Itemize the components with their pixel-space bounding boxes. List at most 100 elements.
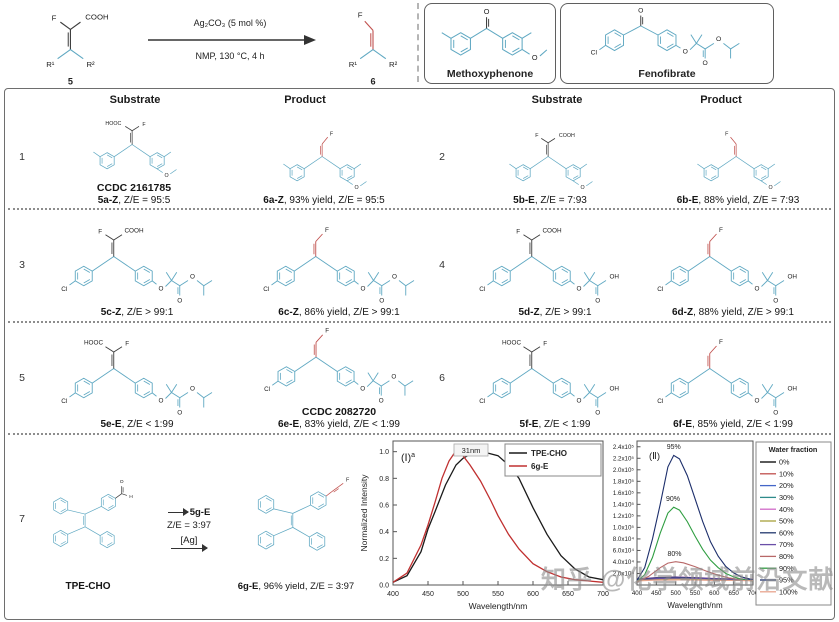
svg-text:Cl: Cl [657, 286, 663, 293]
svg-text:COOH: COOH [124, 228, 143, 235]
svg-text:60%: 60% [779, 528, 794, 537]
substrate-cell: F HOOC O CCDC 2161785 5a-Z, Z/E = 95:5 [41, 111, 227, 207]
svg-text:80%: 80% [779, 552, 794, 561]
svg-text:O: O [177, 297, 182, 304]
product-structure: Cl O O OH F [657, 227, 797, 305]
svg-text:OH: OH [609, 385, 619, 392]
svg-text:(Ⅱ): (Ⅱ) [649, 451, 660, 462]
svg-text:400: 400 [387, 591, 399, 598]
svg-text:4.0x10⁴: 4.0x10⁴ [613, 559, 635, 566]
methoxyphenone-structure: OO [441, 7, 548, 62]
scheme-substrate-structure: F COOH R¹ R² 5 [46, 12, 108, 86]
substrate-cell: Cl O O O HOOC F 5e-E, Z/E < 1:99 [35, 323, 239, 431]
compound-caption: 5d-Z, Z/E > 99:1 [518, 307, 592, 318]
compound-caption: 5b-E, Z/E = 7:93 [513, 195, 587, 206]
conditions-text: NMP, 130 °C, 4 h [196, 51, 265, 61]
svg-text:Cl: Cl [61, 398, 67, 405]
svg-text:R²: R² [389, 60, 398, 69]
svg-text:O: O [392, 273, 397, 280]
substrate-structure: Cl O O OH HOOC F [479, 340, 619, 417]
svg-text:500: 500 [671, 590, 682, 597]
svg-text:6.0x10⁴: 6.0x10⁴ [613, 548, 635, 555]
arrow-head-icon [304, 35, 316, 45]
svg-text:F: F [142, 122, 146, 128]
svg-text:F: F [358, 11, 363, 20]
svg-text:O: O [595, 297, 600, 304]
svg-text:1.2x10⁵: 1.2x10⁵ [613, 513, 635, 520]
svg-text:O: O [379, 297, 384, 304]
aie-spectra-panel-2: 2.0x10⁴ 4.0x10⁴ 6.0x10⁴ 8.0x10⁴ 1.0x10⁵ 1.2x1… [613, 440, 832, 610]
svg-text:6: 6 [370, 76, 375, 86]
svg-text:2.4x10⁵: 2.4x10⁵ [613, 444, 635, 451]
svg-text:20%: 20% [779, 481, 794, 490]
svg-text:F: F [543, 340, 547, 347]
row-separator [8, 433, 831, 435]
product-structure: Cl O O O F [264, 328, 414, 404]
svg-text:100%: 100% [779, 587, 798, 596]
svg-text:1.8x10⁵: 1.8x10⁵ [613, 479, 635, 486]
svg-text:600: 600 [709, 590, 720, 597]
svg-text:F: F [325, 227, 329, 234]
fenofibrate-box: O Cl O O O Fenofibrate [560, 3, 774, 84]
svg-text:2.2x10⁵: 2.2x10⁵ [613, 455, 635, 462]
svg-text:O: O [638, 7, 643, 14]
svg-text:O: O [716, 36, 721, 43]
svg-text:O: O [755, 397, 760, 404]
substrate-structure: F HOOC O [93, 121, 177, 179]
product-structure: FO [697, 131, 781, 191]
entry-number: 5 [19, 372, 25, 384]
substrate-structure: Cl O O OH F COOH [479, 228, 619, 305]
svg-text:O: O [755, 285, 760, 292]
svg-text:700: 700 [748, 590, 759, 597]
svg-text:0%: 0% [779, 458, 790, 467]
svg-text:F: F [725, 131, 729, 137]
svg-text:HOOC: HOOC [105, 121, 121, 127]
svg-text:O: O [379, 397, 384, 404]
svg-text:50%: 50% [779, 517, 794, 526]
svg-text:70%: 70% [779, 540, 794, 549]
svg-text:O: O [595, 409, 600, 416]
row-separator [8, 208, 831, 210]
svg-text:0.0: 0.0 [379, 583, 389, 590]
svg-text:F: F [719, 227, 723, 234]
substrate-cell: Cl O O OH HOOC F 5f-E, Z/E < 1:99 [453, 323, 657, 431]
svg-text:O: O [360, 385, 365, 392]
svg-text:650: 650 [562, 591, 574, 598]
column-header-substrate-2: Substrate [531, 94, 583, 106]
svg-text:O: O [484, 7, 490, 16]
reaction-arrow: Ag₂CO₃ (5 mol %) NMP, 130 °C, 4 h [148, 18, 316, 61]
product-structure: F [257, 477, 350, 551]
product-cell: Cl O O O F 6c-Z, 86% yield, Z/E > 99:1 [241, 211, 437, 319]
svg-text:O: O [768, 185, 772, 191]
row-separator [8, 321, 831, 323]
svg-text:Cl: Cl [61, 286, 67, 293]
svg-text:F: F [516, 228, 520, 235]
svg-text:O: O [190, 273, 195, 280]
fenofibrate-structure: O Cl O O O [591, 7, 740, 67]
svg-text:COOH: COOH [542, 228, 561, 235]
svg-text:HOOC: HOOC [502, 340, 521, 347]
svg-text:40%: 40% [779, 505, 794, 514]
substrate-structure: OH [53, 479, 133, 548]
svg-text:(Ⅰ)a: (Ⅰ)a [401, 452, 415, 464]
svg-text:H: H [129, 493, 133, 499]
svg-text:F: F [325, 328, 329, 335]
substrate-cell: Cl O O O F COOH 5c-Z, Z/E > 99:1 [35, 211, 239, 319]
svg-text:R¹: R¹ [46, 60, 55, 69]
svg-text:Normalized Intensity: Normalized Intensity [359, 474, 369, 552]
methoxyphenone-label: Methoxyphenone [446, 68, 534, 80]
svg-text:8.0x10⁴: 8.0x10⁴ [613, 536, 635, 543]
substrate-structure: Cl O O O F COOH [61, 228, 213, 304]
svg-text:COOH: COOH [85, 12, 108, 21]
compound-caption: TPE-CHO [65, 580, 111, 592]
svg-text:Cl: Cl [657, 398, 663, 405]
compound-caption: 5c-Z, Z/E > 99:1 [100, 307, 174, 318]
compound-caption: 5a-Z, Z/E = 95:5 [97, 195, 171, 206]
svg-text:O: O [577, 397, 582, 404]
svg-text:O: O [361, 285, 366, 292]
scheme-product-structure: F R¹ R² 6 [349, 11, 398, 87]
svg-text:F: F [719, 339, 723, 346]
